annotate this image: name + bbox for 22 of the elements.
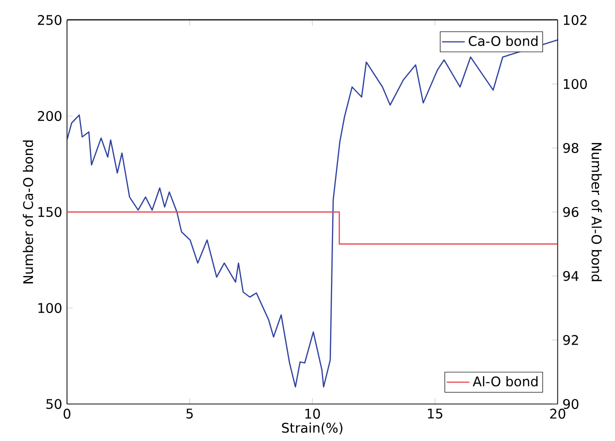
y2-axis-title: Number of Al-O bond (592, 142, 602, 282)
y2-tick-label: 94 (563, 270, 579, 282)
x-tick-label: 10 (305, 408, 320, 419)
legend-label: Al-O bond (472, 376, 538, 386)
y-tick-label: 200 (38, 110, 62, 122)
x-tick-label: 15 (428, 408, 442, 419)
y2-tick-label: 96 (563, 206, 578, 218)
x-tick-label: 0 (64, 408, 70, 419)
x-tick-label: 5 (186, 408, 193, 419)
y-axis-title: Number of Ca-O bond (22, 140, 34, 284)
x-tick-label: 20 (550, 408, 566, 419)
y2-tick-label: 92 (563, 334, 578, 346)
y2-tick-label: 90 (563, 398, 578, 410)
y2-tick-label: 98 (563, 142, 578, 154)
y2-tick-label: 100 (564, 78, 587, 90)
y-tick-label: 250 (38, 14, 62, 26)
y-tick-label: 50 (46, 398, 62, 410)
legend-label: Ca-O bond (468, 36, 538, 46)
y-tick-label: 100 (38, 302, 62, 314)
y2-tick-label: 102 (564, 14, 586, 26)
x-axis-title: Strain(%) (282, 422, 342, 434)
y-tick-label: 150 (38, 206, 62, 218)
